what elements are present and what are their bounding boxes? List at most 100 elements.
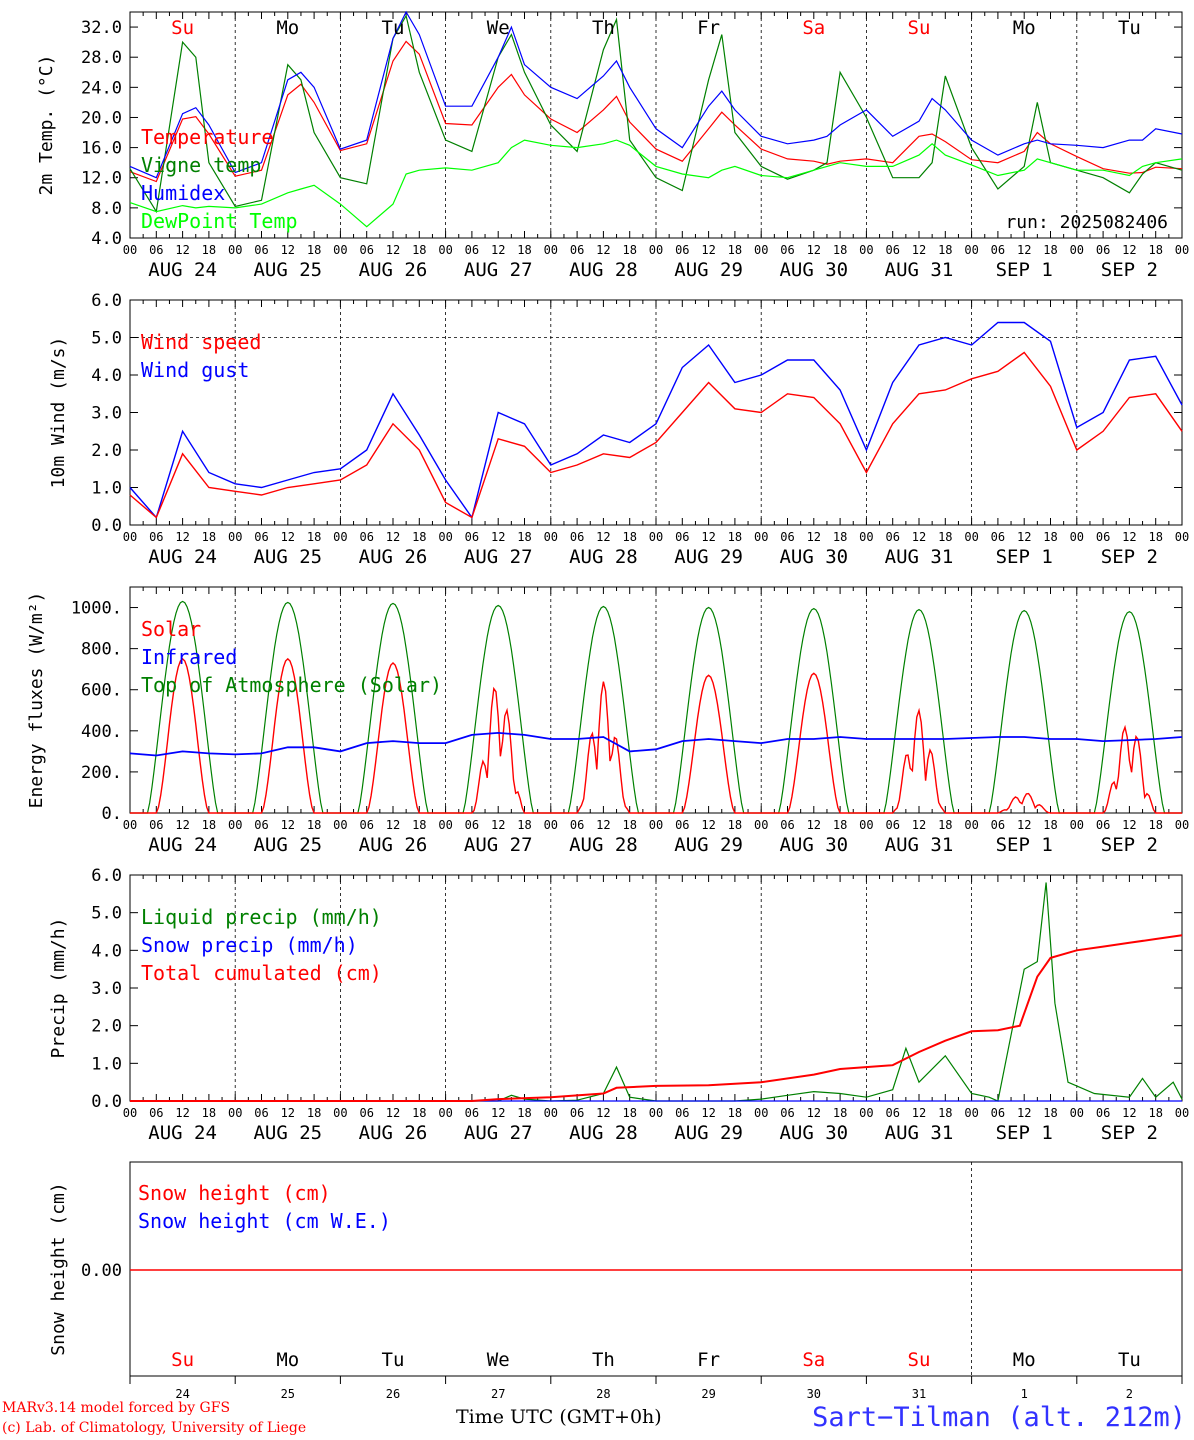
hour-tick-label: 06 bbox=[780, 1106, 794, 1120]
day-number-label: 25 bbox=[281, 1387, 295, 1401]
hour-tick-label: 12 bbox=[175, 818, 189, 832]
temp-legend-0: Temperature bbox=[141, 125, 273, 149]
weekday-label: Su bbox=[171, 1349, 194, 1371]
date-label: AUG 28 bbox=[569, 1122, 638, 1144]
date-label: AUG 29 bbox=[674, 259, 743, 281]
hour-tick-label: 00 bbox=[1175, 243, 1189, 257]
hour-tick-label: 12 bbox=[807, 818, 821, 832]
station-name: Sart−Tilman (alt. 212m) bbox=[812, 1402, 1186, 1433]
precip-legend-0: Liquid precip (mm/h) bbox=[141, 905, 382, 929]
hour-tick-label: 00 bbox=[1070, 530, 1084, 544]
hour-tick-label: 06 bbox=[149, 818, 163, 832]
y-tick-label: 600. bbox=[81, 681, 122, 701]
hour-tick-label: 00 bbox=[333, 818, 347, 832]
hour-tick-label: 12 bbox=[807, 243, 821, 257]
wind-legend-1: Wind gust bbox=[141, 358, 249, 382]
hour-tick-label: 18 bbox=[622, 818, 636, 832]
day-number-label: 27 bbox=[491, 1387, 505, 1401]
hour-tick-label: 00 bbox=[1070, 243, 1084, 257]
hour-tick-label: 12 bbox=[701, 243, 715, 257]
flux-legend-2: Top of Atmosphere (Solar) bbox=[141, 673, 442, 697]
day-number-label: 26 bbox=[386, 1387, 400, 1401]
date-label: AUG 30 bbox=[779, 546, 848, 568]
hour-tick-label: 00 bbox=[123, 530, 137, 544]
hour-tick-label: 12 bbox=[175, 243, 189, 257]
hour-tick-label: 18 bbox=[202, 1106, 216, 1120]
temp-series-1 bbox=[129, 14, 1183, 214]
day-number-label: 29 bbox=[701, 1387, 715, 1401]
date-label: AUG 25 bbox=[253, 834, 322, 856]
hour-tick-label: 00 bbox=[964, 243, 978, 257]
hour-tick-label: 18 bbox=[622, 530, 636, 544]
weekday-label: We bbox=[487, 17, 510, 39]
y-tick-label: 16.0 bbox=[81, 139, 122, 159]
date-label: AUG 28 bbox=[569, 834, 638, 856]
date-label: AUG 26 bbox=[359, 259, 428, 281]
hour-tick-label: 12 bbox=[701, 530, 715, 544]
hour-tick-label: 18 bbox=[1043, 1106, 1057, 1120]
hour-tick-label: 06 bbox=[254, 818, 268, 832]
date-label: SEP 1 bbox=[996, 1122, 1053, 1144]
temp-legend-2: Humidex bbox=[141, 181, 225, 205]
hour-tick-label: 06 bbox=[991, 243, 1005, 257]
hour-tick-label: 12 bbox=[1122, 243, 1136, 257]
hour-tick-label: 12 bbox=[912, 530, 926, 544]
hour-tick-label: 06 bbox=[254, 243, 268, 257]
hour-tick-label: 00 bbox=[123, 1106, 137, 1120]
date-label: SEP 1 bbox=[996, 259, 1053, 281]
hour-tick-label: 00 bbox=[333, 243, 347, 257]
hour-tick-label: 18 bbox=[202, 530, 216, 544]
date-label: AUG 25 bbox=[253, 259, 322, 281]
hour-tick-label: 00 bbox=[859, 1106, 873, 1120]
hour-tick-label: 00 bbox=[544, 1106, 558, 1120]
y-tick-label: 2.0 bbox=[91, 441, 122, 461]
hour-tick-label: 12 bbox=[807, 1106, 821, 1120]
precip-legend-2: Total cumulated (cm) bbox=[141, 961, 382, 985]
weekday-label: Mo bbox=[276, 1349, 299, 1371]
hour-tick-label: 06 bbox=[570, 243, 584, 257]
hour-tick-label: 18 bbox=[517, 243, 531, 257]
model-credit: MARv3.14 model forced by GFS bbox=[2, 1400, 231, 1416]
wind-series-0 bbox=[129, 321, 1183, 520]
y-tick-label: 32.0 bbox=[81, 18, 122, 38]
hour-tick-label: 18 bbox=[202, 243, 216, 257]
hour-tick-label: 00 bbox=[1175, 530, 1189, 544]
y-tick-label: 12.0 bbox=[81, 169, 122, 189]
hour-tick-label: 12 bbox=[807, 530, 821, 544]
weekday-label: Tu bbox=[1118, 1349, 1141, 1371]
hour-tick-label: 12 bbox=[596, 243, 610, 257]
y-tick-label: 5.0 bbox=[91, 329, 122, 349]
hour-tick-label: 00 bbox=[649, 818, 663, 832]
hour-tick-label: 06 bbox=[885, 1106, 899, 1120]
hour-tick-label: 12 bbox=[1017, 530, 1031, 544]
hour-tick-label: 06 bbox=[885, 243, 899, 257]
date-label: AUG 27 bbox=[464, 834, 533, 856]
hour-tick-label: 18 bbox=[307, 243, 321, 257]
day-number-label: 30 bbox=[807, 1387, 821, 1401]
hour-tick-label: 00 bbox=[859, 243, 873, 257]
hour-tick-label: 06 bbox=[1096, 243, 1110, 257]
hour-tick-label: 06 bbox=[1096, 818, 1110, 832]
hour-tick-label: 18 bbox=[833, 818, 847, 832]
hour-tick-label: 06 bbox=[885, 818, 899, 832]
y-tick-label: 1.0 bbox=[91, 479, 122, 499]
hour-tick-label: 12 bbox=[281, 243, 295, 257]
temp-series-0 bbox=[129, 40, 1183, 183]
hour-tick-label: 06 bbox=[570, 530, 584, 544]
hour-tick-label: 06 bbox=[780, 818, 794, 832]
hour-tick-label: 12 bbox=[701, 1106, 715, 1120]
weekday-label: Fr bbox=[697, 1349, 720, 1371]
hour-tick-label: 18 bbox=[728, 818, 742, 832]
hour-tick-label: 06 bbox=[780, 243, 794, 257]
hour-tick-label: 00 bbox=[544, 530, 558, 544]
hour-tick-label: 18 bbox=[202, 818, 216, 832]
lab-credit: (c) Lab. of Climatology, University of L… bbox=[2, 1420, 307, 1436]
hour-tick-label: 00 bbox=[438, 818, 452, 832]
hour-tick-label: 06 bbox=[149, 243, 163, 257]
hour-tick-label: 12 bbox=[1017, 243, 1031, 257]
date-label: AUG 28 bbox=[569, 546, 638, 568]
y-axis-label: 2m Temp. (°C) bbox=[36, 55, 57, 196]
hour-tick-label: 18 bbox=[938, 1106, 952, 1120]
date-label: AUG 25 bbox=[253, 546, 322, 568]
hour-tick-label: 06 bbox=[465, 818, 479, 832]
